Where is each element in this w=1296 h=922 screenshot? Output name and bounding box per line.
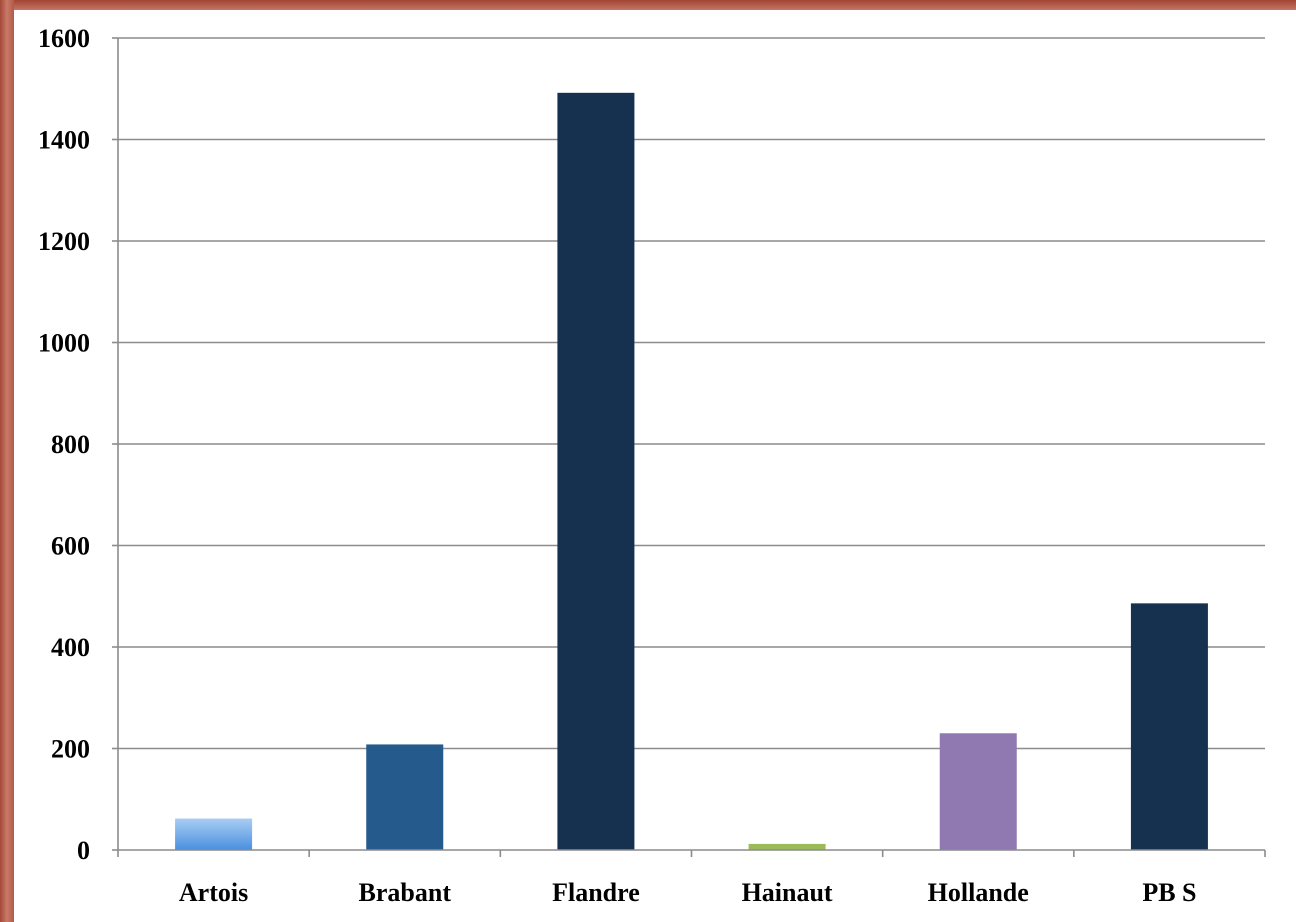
x-tick-labels: Artois Brabant Flandre Hainaut Hollande PB S (179, 878, 1197, 907)
y-tick-label: 1600 (38, 24, 90, 53)
chart-panel (14, 10, 1296, 922)
bar-artois (175, 818, 253, 850)
bars (175, 92, 1208, 850)
y-tick-label: 1000 (38, 329, 90, 358)
background-frame-top (0, 0, 1296, 10)
y-tick-label: 800 (51, 430, 90, 459)
x-tick-label: Flandre (552, 878, 640, 907)
y-tick-label: 1400 (38, 126, 90, 155)
y-tick-label: 1200 (38, 227, 90, 256)
axes (112, 37, 1266, 857)
bar-hollande (939, 733, 1017, 850)
x-tick-label: Hainaut (742, 878, 833, 907)
x-tick-label: Artois (179, 878, 248, 907)
y-tick-labels: 0 200 400 600 800 1000 1200 1400 1600 (38, 24, 90, 865)
x-tick-label: PB S (1142, 878, 1196, 907)
bar-pb-s (1130, 603, 1208, 850)
bar-flandre (557, 92, 635, 850)
y-tick-label: 600 (51, 532, 90, 561)
bar-hainaut (748, 843, 826, 850)
bar-brabant (366, 744, 444, 850)
y-tick-label: 400 (51, 633, 90, 662)
background-frame-left (0, 0, 14, 922)
gridlines (118, 37, 1265, 750)
y-tick-label: 200 (51, 735, 90, 764)
x-tick-label: Brabant (359, 878, 452, 907)
y-tick-label: 0 (77, 836, 90, 865)
x-tick-label: Hollande (928, 878, 1029, 907)
